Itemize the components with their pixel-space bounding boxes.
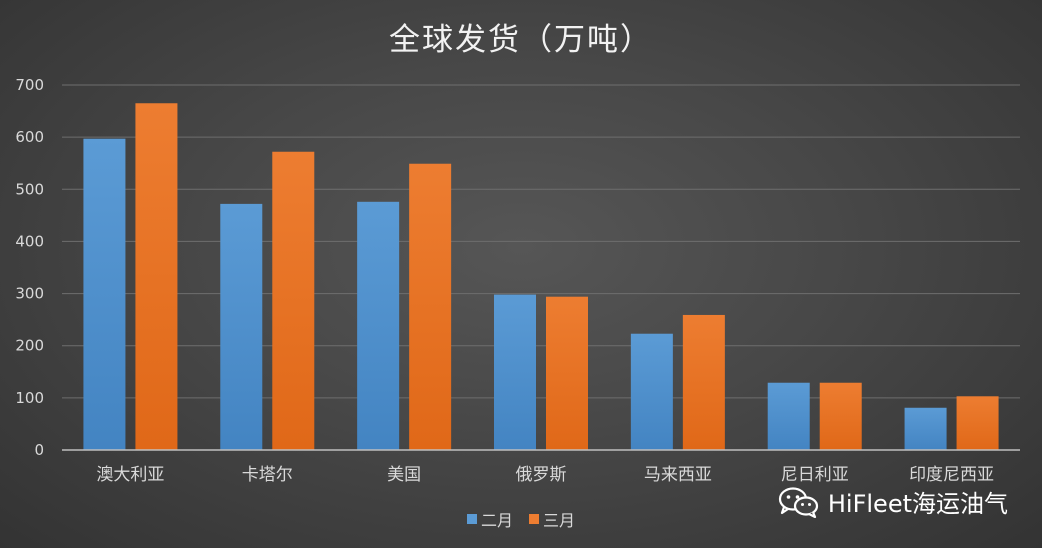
x-tick-label: 卡塔尔 <box>242 465 293 485</box>
y-tick-label: 200 <box>15 337 44 355</box>
bar-mar <box>546 296 588 450</box>
y-tick-label: 400 <box>15 232 44 250</box>
bar-mar <box>682 314 725 450</box>
x-tick-label: 印度尼西亚 <box>909 465 994 485</box>
x-tick-label: 美国 <box>387 465 421 485</box>
chart-title: 全球发货（万吨） <box>389 22 653 58</box>
legend-swatch-feb <box>466 514 477 524</box>
bar-feb <box>357 201 400 450</box>
y-tick-label: 100 <box>15 389 44 407</box>
x-tick-label: 俄罗斯 <box>516 465 567 485</box>
gridlines <box>62 84 1020 399</box>
bar-feb <box>904 407 947 450</box>
bar-mar <box>956 396 999 450</box>
bar-mar <box>272 151 315 450</box>
x-tick-label: 尼日利亚 <box>781 465 849 485</box>
y-tick-label: 600 <box>15 128 44 146</box>
legend-swatch-mar <box>529 514 539 524</box>
bar-feb <box>83 138 126 450</box>
bar-feb <box>767 382 810 450</box>
legend-label-mar: 三月 <box>543 511 576 530</box>
bars <box>83 103 999 450</box>
y-tick-label: 0 <box>34 441 44 459</box>
x-axis-ticks: 澳大利亚 卡塔尔 美国 俄罗斯 马来西亚 尼日利亚 印度尼西亚 <box>96 465 994 485</box>
watermark-text: HiFleet海运油气 <box>827 490 1008 518</box>
y-axis-ticks: 0 100 200 300 400 500 600 700 <box>15 76 44 459</box>
bar-mar <box>819 382 862 450</box>
bar-feb <box>220 203 263 450</box>
x-tick-label: 马来西亚 <box>644 465 712 485</box>
bar-mar <box>135 103 178 450</box>
bar-mar <box>409 163 452 450</box>
legend: 二月 三月 <box>0 507 1042 531</box>
bar-feb <box>630 333 673 450</box>
y-tick-label: 500 <box>15 180 44 198</box>
legend-item-mar: 三月 <box>529 507 575 531</box>
watermark: HiFleet海运油气 <box>778 484 1008 519</box>
y-tick-label: 300 <box>15 285 44 303</box>
legend-item-feb: 二月 <box>466 507 513 531</box>
x-tick-label: 澳大利亚 <box>96 465 164 485</box>
wechat-icon <box>778 486 818 518</box>
bar-feb <box>494 294 536 450</box>
y-tick-label: 700 <box>15 76 44 94</box>
legend-label-feb: 二月 <box>480 511 513 530</box>
